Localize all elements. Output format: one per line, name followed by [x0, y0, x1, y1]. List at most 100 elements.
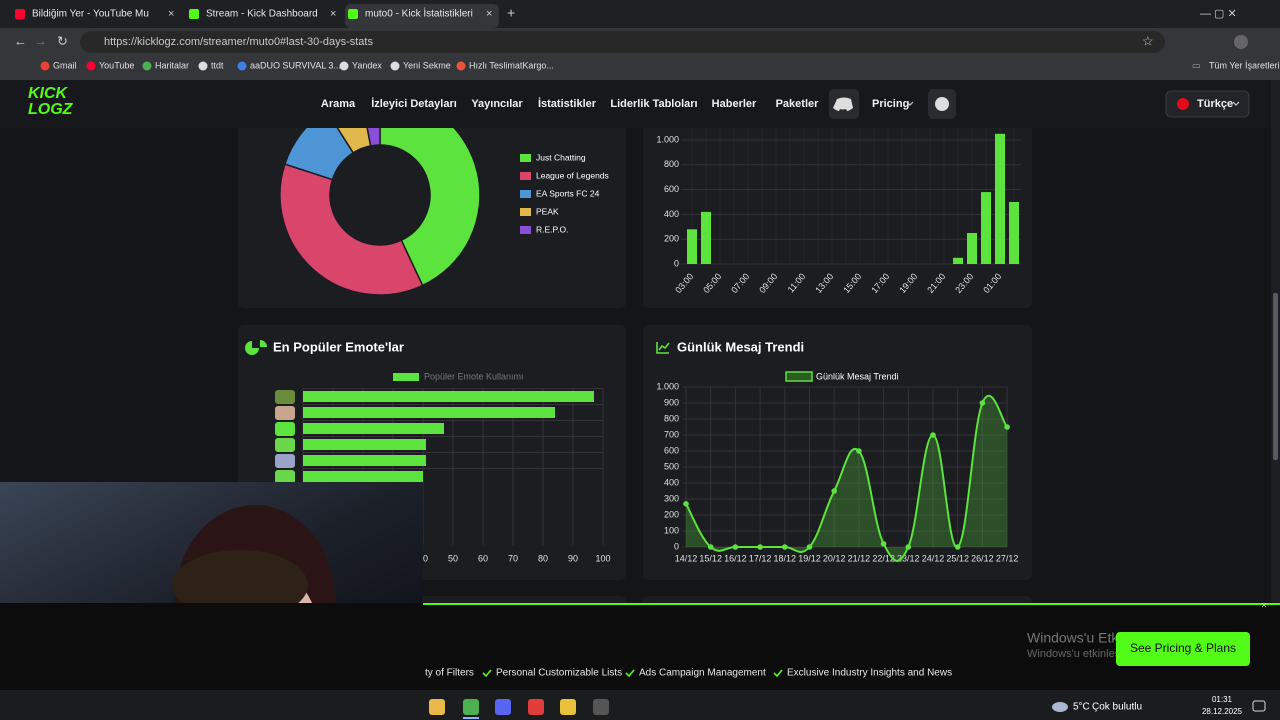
legend-label: Popüler Emote Kullanımı [424, 371, 524, 381]
notifications[interactable] [1252, 700, 1266, 712]
nav-item[interactable]: İzleyici Detayları [371, 97, 457, 110]
nav-item[interactable]: Pricing [872, 98, 909, 110]
tab-title[interactable]: Stream - Kick Dashboard [206, 9, 318, 20]
legend-label: EA Sports FC 24 [536, 188, 600, 198]
point [831, 488, 837, 494]
watermark: Windows'u etkinleşt [1027, 648, 1123, 660]
x-tick-label: 23/12 [897, 553, 920, 563]
x-tick-label: 24/12 [922, 553, 945, 563]
x-tick-label: 20/12 [823, 553, 846, 563]
bar [953, 257, 963, 264]
x-tick-label: 50 [448, 553, 458, 563]
banner [0, 603, 1280, 690]
url[interactable]: https://kicklogz.com/streamer/muto0#last… [104, 36, 373, 48]
legend-label: Günlük Mesaj Trendi [816, 371, 899, 381]
bookmark[interactable]: ttdt [211, 60, 224, 70]
nav-item[interactable]: Arama [321, 98, 356, 110]
point [954, 544, 961, 550]
y-tick-label: 100 [664, 525, 679, 535]
x-tick-label: 100 [595, 553, 610, 563]
card-title: En Popüler Emote'lar [273, 339, 404, 354]
bar [303, 439, 426, 450]
bookmark[interactable]: Haritalar [155, 60, 189, 70]
nav-item[interactable]: İstatistikler [538, 97, 597, 110]
taskbar-app[interactable] [463, 699, 479, 715]
y-tick-label: 800 [664, 413, 679, 423]
bookmark[interactable]: YouTube [99, 60, 134, 70]
bookmark-icon [198, 61, 208, 71]
point [757, 544, 763, 550]
pricing-button-label[interactable]: See Pricing & Plans [1130, 641, 1236, 655]
all-bookmarks[interactable]: Tüm Yer İşaretleri [1209, 60, 1280, 70]
taskbar-app[interactable] [495, 699, 511, 715]
y-tick-label: 800 [664, 159, 679, 169]
legend-swatch [520, 172, 531, 180]
tab-close[interactable]: × [486, 8, 492, 20]
bookmark-icon [142, 61, 152, 71]
y-tick-label: 0 [674, 541, 679, 551]
nav-item[interactable]: Yayıncılar [471, 98, 523, 110]
tab-icon [15, 9, 25, 19]
tab-title[interactable]: muto0 - Kick İstatistikleri [365, 7, 473, 20]
clock: 01:31 [1212, 695, 1233, 704]
bookmark-icon [390, 61, 400, 71]
y-tick-label: 400 [664, 209, 679, 219]
x-tick-label: 16/12 [724, 553, 747, 563]
point [806, 544, 813, 550]
taskbar-app[interactable] [593, 699, 609, 715]
logo[interactable]: KICK [28, 85, 69, 102]
tab-title[interactable]: Bildiğim Yer - YouTube Mu [32, 9, 149, 20]
language[interactable]: Türkçe [1197, 98, 1233, 110]
scroll-thumb[interactable] [1273, 293, 1278, 460]
tab-close[interactable]: × [330, 8, 336, 20]
emote [275, 406, 295, 420]
line-icon [656, 342, 670, 354]
taskbar-app[interactable] [429, 699, 445, 715]
emote [275, 438, 295, 452]
y-tick-label: 200 [664, 234, 679, 244]
bookmark[interactable]: Yandex [352, 60, 382, 70]
close-banner[interactable]: × [1261, 601, 1267, 612]
date: 28.12.2025 [1202, 707, 1243, 716]
logo[interactable]: LOGZ [28, 101, 74, 118]
chevron [1232, 101, 1240, 106]
legend-label: Just Chatting [536, 152, 586, 162]
user-icon [935, 97, 949, 111]
active-tab[interactable] [345, 4, 499, 28]
language-select[interactable] [1165, 90, 1250, 118]
emote [275, 422, 295, 436]
forward[interactable]: → [34, 33, 47, 48]
bookmark[interactable]: Hızlı TeslimatKargo... [469, 60, 554, 70]
x-tick-label: 21/12 [848, 553, 871, 563]
new-tab[interactable]: + [507, 5, 515, 21]
nav-item[interactable]: Paketler [776, 98, 820, 110]
legend-swatch [393, 373, 419, 381]
bookmark[interactable]: Gmail [53, 60, 77, 70]
pricing-button[interactable] [1116, 632, 1250, 666]
x-tick-label: 14/12 [675, 553, 698, 563]
taskbar-app[interactable] [560, 699, 576, 715]
weather: Çok bulutlu [1092, 702, 1142, 713]
nav-item[interactable]: Liderlik Tabloları [610, 98, 697, 110]
bookmark[interactable]: aaDUO SURVIVAL 3... [250, 60, 341, 70]
bookmark[interactable]: Yeni Sekme [403, 60, 451, 70]
card [643, 325, 1032, 580]
emote [275, 470, 295, 484]
x-tick-label: 18/12 [774, 553, 797, 563]
legend-label: R.E.P.O. [536, 224, 568, 234]
nav-item[interactable]: Haberler [712, 98, 757, 110]
back[interactable]: ← [14, 33, 27, 48]
y-tick-label: 700 [664, 429, 679, 439]
tab-close[interactable]: × [168, 8, 174, 20]
profile[interactable] [1234, 35, 1248, 49]
watermark: Windows'u Etki [1027, 630, 1121, 646]
reload[interactable]: ↻ [57, 33, 68, 48]
taskbar-app[interactable] [528, 699, 544, 715]
y-tick-label: 600 [664, 184, 679, 194]
address-bar[interactable] [80, 31, 1165, 53]
x-tick-label: 26/12 [971, 553, 994, 563]
x-tick-label: 25/12 [946, 553, 969, 563]
star[interactable]: ☆ [1142, 33, 1154, 48]
folder-icon[interactable]: ▭ [1192, 60, 1201, 70]
